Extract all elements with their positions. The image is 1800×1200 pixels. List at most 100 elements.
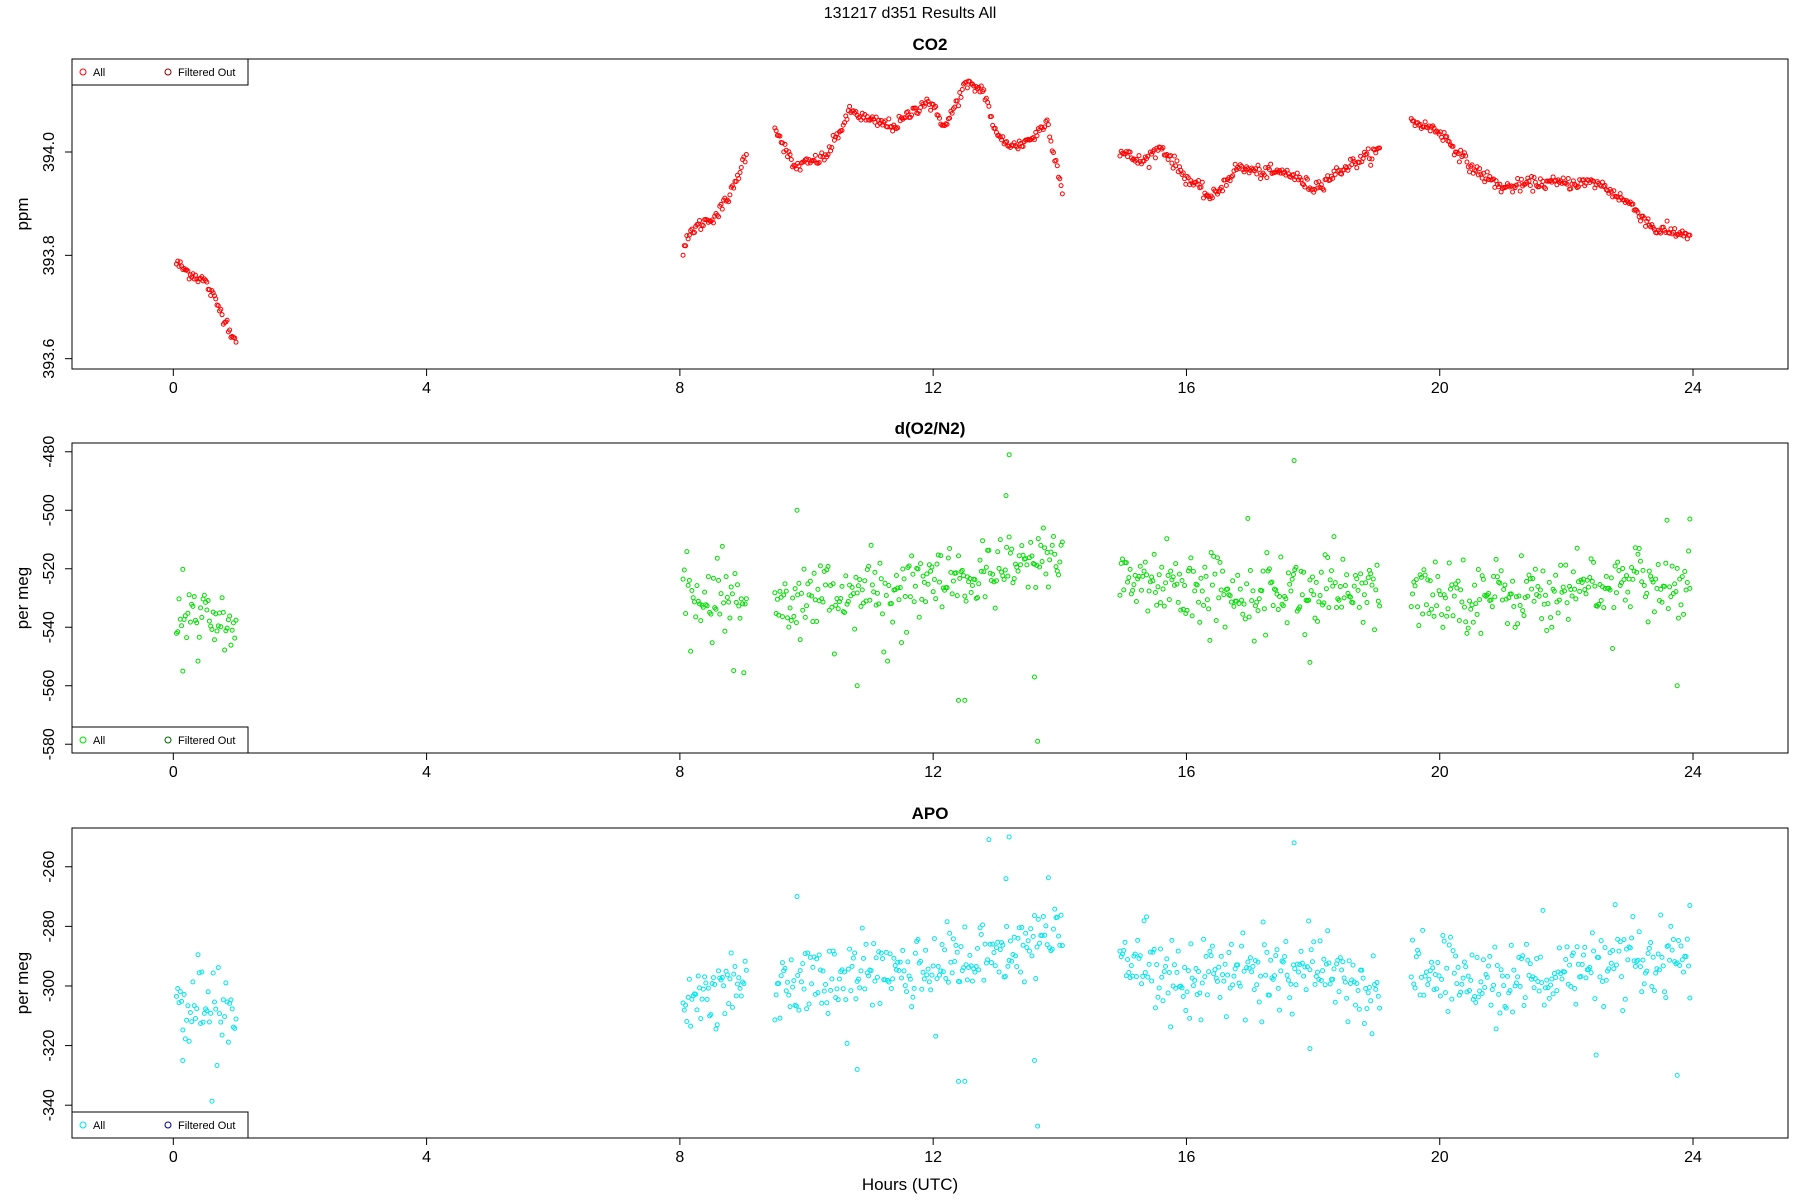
data-point (1510, 578, 1516, 584)
data-point (1553, 975, 1559, 981)
data-point (1675, 615, 1681, 621)
data-point (180, 668, 186, 674)
data-point (736, 603, 742, 609)
data-point (905, 109, 911, 115)
data-point (897, 959, 903, 965)
data-point (1035, 536, 1041, 542)
data-point (814, 618, 820, 624)
data-point (1520, 953, 1526, 959)
data-point (1169, 937, 1175, 943)
data-point (1038, 542, 1044, 548)
data-point (1561, 969, 1567, 975)
data-point (1171, 153, 1177, 159)
data-point (1502, 582, 1508, 588)
data-point (683, 1002, 689, 1008)
data-point (1284, 972, 1290, 978)
data-point (1669, 947, 1675, 953)
data-point (1574, 944, 1580, 950)
data-point (1294, 170, 1300, 176)
data-point (823, 981, 829, 987)
data-point (786, 992, 792, 998)
data-point (1672, 581, 1678, 587)
data-point (697, 217, 703, 223)
data-point (1182, 965, 1188, 971)
data-point (969, 978, 975, 984)
data-point (845, 598, 851, 604)
data-point (1217, 995, 1223, 1001)
data-point (1325, 928, 1331, 934)
data-point (1544, 977, 1550, 983)
data-point (1264, 949, 1270, 955)
data-point (694, 1007, 700, 1013)
data-point (223, 628, 229, 634)
data-point (1610, 646, 1616, 652)
data-point (1163, 963, 1169, 969)
data-point (1356, 160, 1362, 166)
y-tick-label: -560 (41, 670, 58, 702)
data-point (1151, 551, 1157, 557)
data-point (1427, 578, 1433, 584)
data-point (1501, 586, 1507, 592)
data-point (704, 996, 710, 1002)
data-point (878, 576, 884, 582)
data-point (218, 624, 224, 630)
data-point (1493, 1026, 1499, 1032)
data-point (1204, 597, 1210, 603)
data-point (1649, 983, 1655, 989)
data-point (1454, 981, 1460, 987)
y-tick-label: -300 (41, 970, 58, 1002)
data-point (1337, 584, 1343, 590)
data-point (916, 614, 922, 620)
data-point (814, 956, 820, 962)
data-point (218, 1019, 224, 1025)
data-point (724, 594, 730, 600)
data-point (1335, 957, 1341, 963)
data-point (939, 941, 945, 947)
data-point (1057, 942, 1063, 948)
data-point (996, 565, 1002, 571)
data-point (1422, 973, 1428, 979)
data-point (190, 271, 196, 277)
data-point (794, 507, 800, 513)
data-point (1548, 615, 1554, 621)
data-point (192, 1015, 198, 1021)
data-point (991, 579, 997, 585)
data-point (190, 603, 196, 609)
data-point (1463, 619, 1469, 625)
data-point (1278, 968, 1284, 974)
data-point (1294, 961, 1300, 967)
x-tick-label: 8 (675, 380, 684, 397)
data-point (1313, 973, 1319, 979)
data-point (1445, 1008, 1451, 1014)
data-point (1201, 602, 1207, 608)
data-point (1342, 582, 1348, 588)
x-tick-label: 20 (1431, 1149, 1449, 1166)
data-point (990, 571, 996, 577)
data-point (691, 230, 697, 236)
data-point (204, 279, 210, 285)
data-point (790, 595, 796, 601)
data-point (919, 596, 925, 602)
data-point (845, 966, 851, 972)
data-point (1019, 543, 1025, 549)
data-point (184, 267, 190, 273)
data-point (1306, 918, 1312, 924)
data-point (952, 959, 958, 965)
data-point (1340, 556, 1346, 562)
data-point (1532, 976, 1538, 982)
data-point (1159, 564, 1165, 570)
data-point (1635, 209, 1641, 215)
data-point (911, 599, 917, 605)
data-point (693, 614, 699, 620)
data-point (1331, 534, 1337, 540)
data-point (1683, 954, 1689, 960)
data-point (1303, 987, 1309, 993)
data-point (785, 615, 791, 621)
data-point (1589, 930, 1595, 936)
data-point (1425, 982, 1431, 988)
data-point (1617, 939, 1623, 945)
data-point (1551, 588, 1557, 594)
data-point (1484, 974, 1490, 980)
data-point (1359, 967, 1365, 973)
data-point (982, 941, 988, 947)
